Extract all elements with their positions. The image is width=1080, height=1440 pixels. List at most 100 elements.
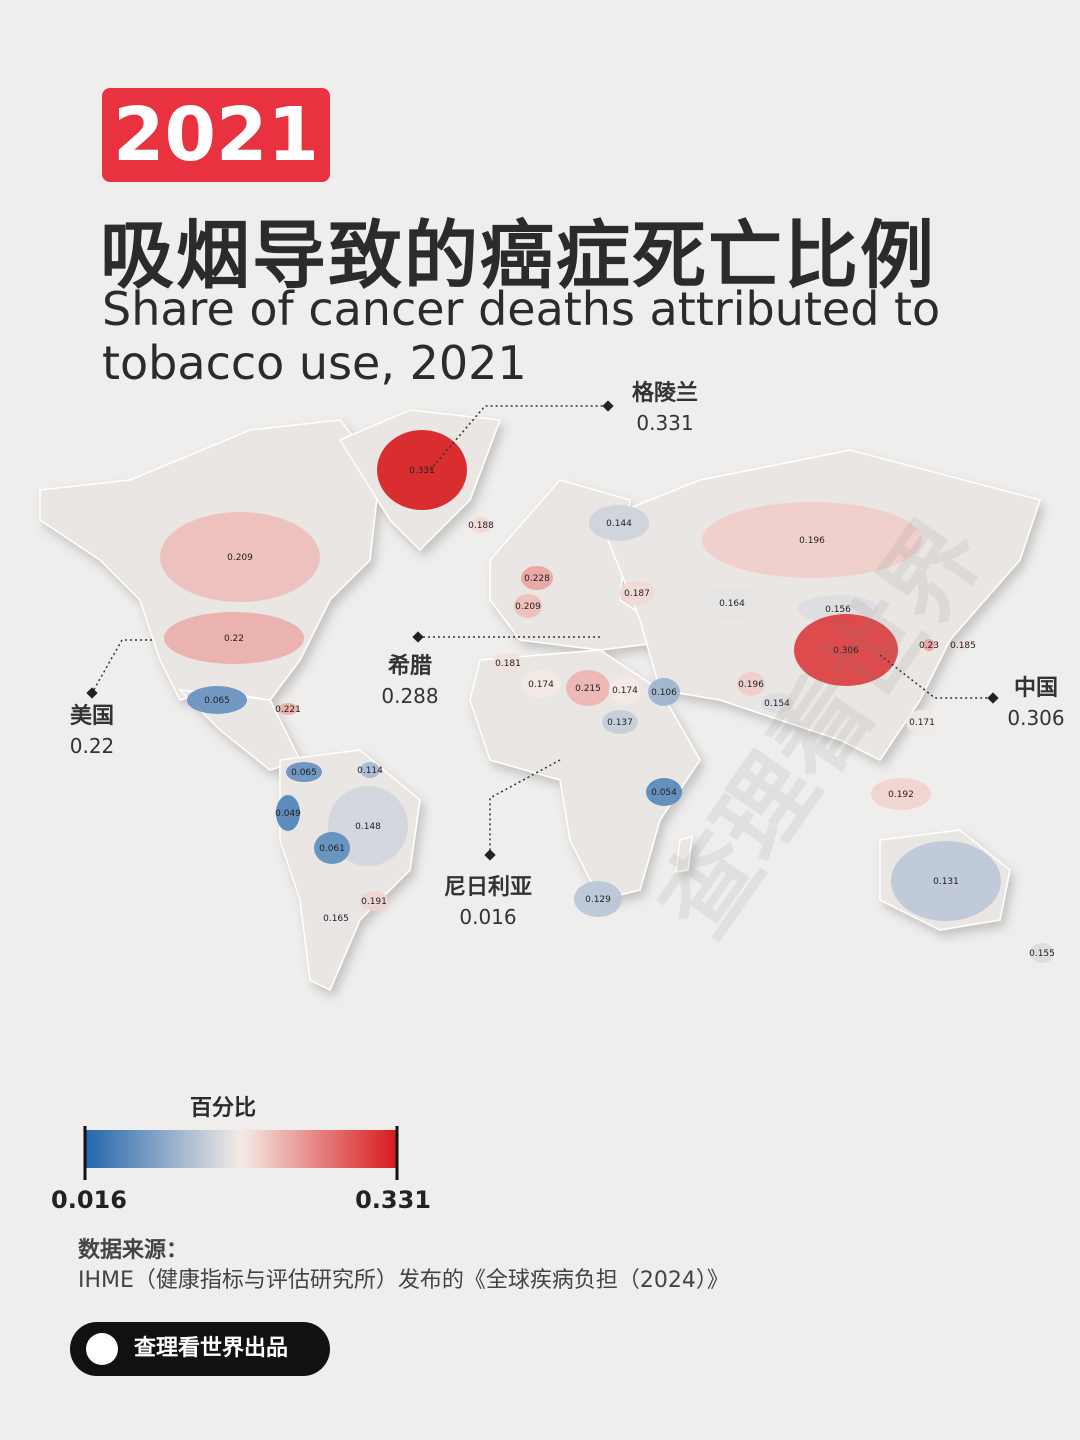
region [1030, 943, 1054, 963]
region [737, 672, 765, 696]
leader-line [91, 639, 152, 694]
region [761, 693, 793, 713]
region-label: 0.228 [524, 574, 550, 584]
callout-marker [412, 631, 424, 643]
region [696, 587, 768, 619]
region-label: 0.137 [607, 718, 633, 728]
region [278, 703, 298, 715]
region-label: 0.155 [1029, 949, 1055, 959]
callout-name: 希腊 [388, 653, 432, 679]
region-label: 0.114 [357, 766, 383, 776]
callout-marker [987, 692, 999, 704]
region [187, 686, 247, 714]
colorbar [85, 1130, 397, 1168]
region-label: 0.144 [606, 519, 632, 529]
region-label: 0.131 [933, 877, 959, 887]
brand-icon [86, 1333, 118, 1365]
callout-value: 0.306 [1007, 706, 1064, 730]
region [286, 762, 322, 782]
region-label: 0.165 [323, 914, 349, 924]
region [377, 430, 467, 510]
leader-line [489, 759, 561, 855]
region-label: 0.174 [612, 686, 638, 696]
region [589, 505, 649, 541]
region-label: 0.215 [575, 684, 601, 694]
region-label: 0.181 [495, 659, 521, 669]
region-label: 0.061 [319, 844, 345, 854]
region [794, 614, 898, 686]
callout-name: 尼日利亚 [444, 875, 532, 900]
region [160, 512, 320, 602]
region [471, 517, 491, 533]
legend: 0.016 0.331 [51, 1126, 431, 1214]
region-label: 0.106 [651, 688, 677, 698]
subtitle: Share of cancer deaths attributed to tob… [102, 282, 941, 390]
region-label: 0.191 [361, 897, 387, 907]
callout-value: 0.016 [459, 905, 516, 929]
callout-name: 格陵兰 [632, 380, 698, 406]
region [360, 762, 380, 778]
callout-value: 0.331 [636, 411, 693, 435]
region [923, 639, 935, 651]
region-label: 0.054 [651, 788, 677, 798]
callout-marker [602, 400, 614, 412]
madagascar [675, 834, 693, 873]
callout-marker [86, 687, 98, 699]
callout-name: 中国 [1014, 676, 1058, 701]
region-label: 0.148 [355, 822, 381, 832]
region-label: 0.192 [888, 790, 914, 800]
region-label: 0.196 [738, 680, 764, 690]
region-label: 0.129 [585, 895, 611, 905]
region [871, 778, 931, 810]
region-label: 0.188 [468, 521, 494, 531]
region-label: 0.22 [224, 634, 244, 644]
region [320, 890, 352, 946]
source-label: 数据来源： [78, 1238, 189, 1263]
region-label: 0.209 [227, 553, 253, 563]
region [492, 653, 524, 673]
region [566, 670, 610, 706]
region-label: 0.209 [515, 602, 541, 612]
region [648, 678, 680, 706]
region [276, 795, 300, 831]
legend-title: 百分比 [190, 1096, 257, 1121]
region-label: 0.187 [624, 589, 650, 599]
region [619, 581, 655, 605]
region-label: 0.174 [528, 680, 554, 690]
source-text: IHME（健康指标与评估研究所）发布的《全球疾病负担（2024）》 [78, 1268, 729, 1293]
region [574, 881, 622, 917]
region [360, 891, 388, 911]
callout-name: 美国 [70, 703, 114, 729]
south-america [279, 749, 421, 992]
region [602, 710, 638, 734]
callouts: 格陵兰 0.331 希腊 0.288 美国 0.22 中国 0.306 尼日利亚 0.016 [70, 380, 1065, 929]
region-label: 0.154 [764, 699, 790, 709]
region [609, 676, 641, 704]
region [521, 670, 561, 698]
region [514, 594, 542, 618]
region [164, 612, 304, 664]
regions: 0.331 0.188 0.144 0.196 0.209 0.228 0.209 0.187… [160, 430, 1055, 963]
region-label: 0.065 [291, 768, 317, 778]
callout-value: 0.288 [381, 684, 438, 708]
region [521, 566, 553, 590]
region-label: 0.221 [275, 705, 301, 715]
region-label: 0.156 [825, 605, 851, 615]
legend-tick-label: 0.016 [51, 1186, 127, 1214]
region [891, 841, 1001, 921]
region [646, 778, 682, 806]
leader-line [429, 405, 608, 471]
region [702, 502, 922, 578]
region-label: 0.331 [409, 466, 435, 476]
region [314, 832, 350, 864]
region-label: 0.185 [950, 641, 976, 651]
callout-value: 0.22 [70, 734, 115, 758]
region-label: 0.171 [909, 718, 935, 728]
region-label: 0.306 [833, 646, 859, 656]
region-label: 0.23 [919, 641, 939, 651]
region-label: 0.065 [204, 696, 230, 706]
region-label: 0.164 [719, 599, 745, 609]
title: 吸烟导致的癌症死亡比例 [100, 213, 936, 299]
